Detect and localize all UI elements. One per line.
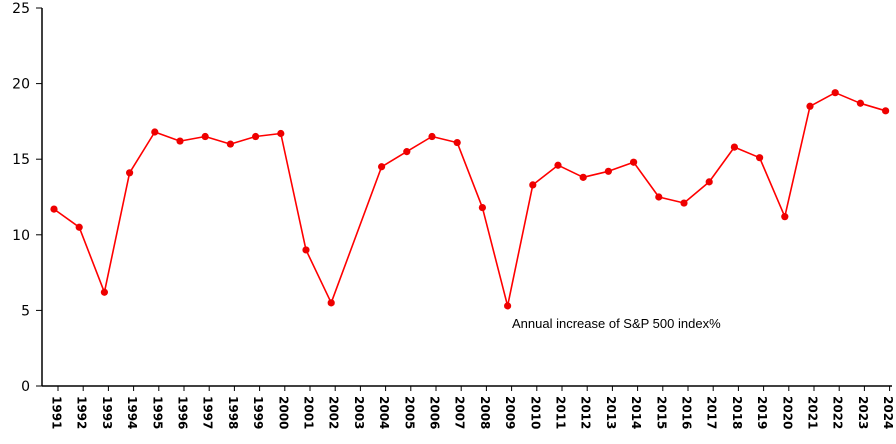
x-tick-label: 1995	[150, 396, 164, 429]
x-tick-label: 1996	[176, 396, 190, 429]
x-tick-label: 2003	[352, 396, 366, 429]
data-point	[453, 138, 461, 147]
data-point	[529, 181, 537, 189]
data-point	[50, 205, 58, 213]
x-tick-label: 2023	[856, 396, 870, 429]
x-tick-label: 2017	[705, 396, 719, 429]
x-tick-label: 2022	[831, 396, 845, 429]
x-tick-label: 2002	[327, 396, 341, 429]
x-tick-label: 1997	[201, 396, 215, 429]
data-point	[75, 223, 83, 231]
x-tick-label: 1992	[75, 396, 89, 429]
y-tick-label: 25	[12, 1, 30, 17]
data-point	[428, 132, 436, 141]
data-point	[655, 193, 663, 201]
data-point	[176, 137, 184, 145]
x-tick-label: 2004	[377, 396, 391, 429]
data-point	[100, 288, 108, 296]
x-tick-label: 1999	[251, 396, 265, 429]
x-tick-label: 2024	[881, 396, 895, 429]
x-tick-label: 2015	[654, 396, 668, 429]
data-point	[882, 107, 890, 115]
axes	[41, 8, 892, 387]
data-point	[604, 167, 613, 175]
data-point	[201, 132, 209, 141]
data-point	[806, 102, 814, 110]
x-tick-label: 1991	[50, 396, 64, 429]
data-point	[756, 154, 764, 162]
x-tick-label: 1993	[100, 396, 114, 429]
x-tick-label: 2021	[806, 396, 820, 429]
x-tick-label: 2010	[528, 396, 542, 429]
data-point	[554, 161, 562, 169]
data-point	[630, 158, 638, 166]
x-tick-label: 2013	[604, 396, 618, 429]
data-point	[478, 203, 486, 212]
y-tick-label: 0	[21, 379, 30, 395]
data-point	[378, 163, 386, 171]
x-tick-label: 2011	[554, 396, 568, 429]
data-point	[831, 89, 839, 97]
data-point	[781, 213, 789, 221]
data-point	[504, 302, 512, 310]
x-tick-label: 1998	[226, 396, 240, 429]
data-point	[680, 199, 688, 207]
y-tick-label: 5	[21, 303, 30, 319]
series-line	[53, 91, 886, 307]
data-point	[579, 173, 587, 181]
data-point	[730, 143, 739, 151]
series-polyline	[53, 91, 886, 307]
x-tick-label: 2005	[402, 396, 416, 429]
x-tick-label: 2018	[730, 396, 744, 429]
x-tick-label: 2000	[276, 396, 290, 429]
data-point	[277, 129, 285, 138]
x-tick-label: 1994	[125, 396, 139, 429]
data-point	[302, 246, 310, 254]
y-tick-label: 20	[12, 77, 30, 93]
chart-annotation: Annual increase of S&P 500 index%	[512, 316, 721, 331]
x-tick-label: 2016	[680, 396, 694, 429]
x-tick-label: 2001	[302, 396, 316, 429]
x-tick-label: 2012	[579, 396, 593, 429]
data-points	[50, 89, 890, 310]
data-point	[403, 148, 411, 156]
data-point	[151, 128, 159, 136]
x-tick-label: 2020	[780, 396, 794, 429]
data-point	[252, 132, 260, 141]
data-point	[126, 169, 134, 177]
x-tick-label: 2014	[629, 396, 643, 429]
x-tick-label: 2009	[503, 396, 517, 429]
x-tick-label: 2007	[453, 396, 467, 429]
data-point	[327, 299, 335, 307]
data-point	[226, 140, 234, 148]
y-axis-ticks: 0 5 10 15 20 25	[12, 1, 42, 395]
y-tick-label: 10	[12, 228, 30, 244]
data-point	[705, 178, 713, 186]
x-axis-ticks: 1991 1992 1993 1994 1995 1996 1997 1998 1999 2000…	[50, 386, 895, 429]
x-tick-label: 2008	[478, 396, 492, 429]
y-tick-label: 15	[12, 152, 30, 168]
x-tick-label: 2006	[428, 396, 442, 429]
x-tick-label: 2019	[755, 396, 769, 429]
data-point	[856, 99, 865, 107]
